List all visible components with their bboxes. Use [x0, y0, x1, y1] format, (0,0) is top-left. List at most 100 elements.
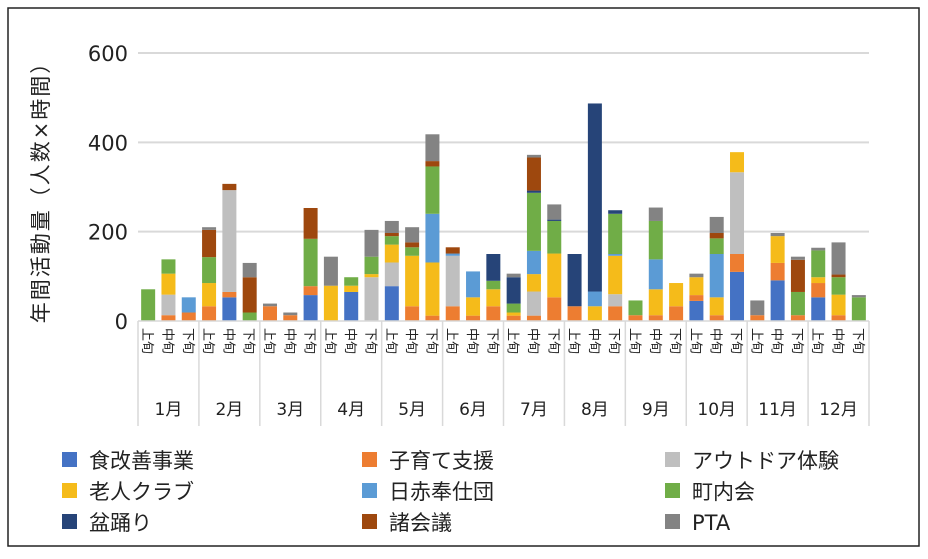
- period-label: 中旬: [708, 328, 723, 354]
- bar-segment-8: [384, 220, 399, 234]
- bar-segment-2: [608, 294, 623, 307]
- legend-label: 諸会議: [389, 511, 452, 535]
- legend-item: 子育て支援: [362, 449, 494, 473]
- legend-label: 子育て支援: [389, 449, 494, 473]
- bar-segment-3: [770, 236, 785, 263]
- bar-stack: [790, 256, 805, 321]
- bar-segment-8: [790, 256, 805, 260]
- period-label: 中旬: [342, 328, 357, 354]
- bar-segment-8: [425, 134, 440, 162]
- bar-segment-3: [405, 255, 420, 307]
- bar-segment-8: [242, 262, 257, 278]
- bar-segment-1: [628, 315, 643, 321]
- legend-label: 老人クラブ: [89, 480, 194, 504]
- legend-swatch: [665, 452, 680, 467]
- bar-segment-1: [831, 315, 846, 321]
- bar-stack: [141, 289, 156, 321]
- bar-stack: [384, 220, 399, 321]
- period-label: 下旬: [484, 328, 499, 354]
- period-label: 中旬: [403, 328, 418, 354]
- period-label: 中旬: [647, 328, 662, 354]
- legend-label: 食改善事業: [89, 449, 194, 473]
- legend-swatch: [362, 483, 377, 498]
- bar-segment-4: [181, 297, 196, 313]
- bar-segment-6: [506, 277, 521, 304]
- legend-item: 盆踊り: [62, 511, 152, 535]
- legend-swatch: [665, 514, 680, 529]
- period-label: 下旬: [606, 328, 621, 354]
- bar-segment-3: [384, 244, 399, 263]
- bar-segment-0: [770, 280, 785, 321]
- bar-segment-8: [811, 247, 826, 251]
- bar-segment-1: [303, 286, 318, 296]
- bar-segment-5: [303, 238, 318, 287]
- bar-segment-7: [384, 233, 399, 237]
- bar-segment-4: [648, 259, 663, 290]
- period-label: 下旬: [363, 328, 378, 354]
- bar-segment-6: [547, 219, 562, 221]
- bar-stack: [770, 233, 785, 321]
- legend-label: 盆踊り: [89, 511, 152, 535]
- bar-segment-3: [466, 297, 481, 316]
- period-label: 中旬: [525, 328, 540, 354]
- bar-segment-6: [587, 103, 602, 292]
- bar-segment-3: [547, 253, 562, 298]
- month-label: 3月: [276, 400, 304, 420]
- bar-segment-2: [526, 291, 541, 316]
- bar-segment-3: [730, 152, 745, 173]
- bar-segment-1: [669, 306, 684, 321]
- bar-stack: [242, 262, 257, 321]
- bar-segment-8: [202, 227, 217, 230]
- bar-segment-5: [526, 192, 541, 251]
- legend-swatch: [62, 514, 77, 529]
- bar-segment-3: [506, 312, 521, 316]
- bar-segment-3: [648, 289, 663, 316]
- bar-segment-3: [425, 262, 440, 316]
- bar-segment-1: [181, 312, 196, 321]
- bar-segment-8: [851, 295, 866, 298]
- bar-segment-5: [425, 166, 440, 214]
- bar-segment-5: [628, 300, 643, 316]
- bar-segment-7: [405, 242, 420, 248]
- month-label: 9月: [642, 400, 670, 420]
- legend-item: 老人クラブ: [62, 480, 194, 504]
- bar-stack: [648, 207, 663, 321]
- bar-segment-0: [222, 297, 237, 321]
- month-label: 10月: [697, 400, 736, 420]
- bar-segment-1: [466, 315, 481, 321]
- bar-segment-5: [202, 257, 217, 284]
- period-label: 中旬: [586, 328, 601, 354]
- bar-segment-1: [262, 306, 277, 321]
- y-tick-label: 400: [88, 131, 128, 155]
- bar-segment-5: [831, 277, 846, 295]
- y-tick-label: 600: [88, 42, 128, 66]
- bar-stack: [608, 210, 623, 321]
- period-label: 下旬: [728, 328, 743, 354]
- bar-segment-7: [831, 274, 846, 278]
- bar-segment-1: [648, 315, 663, 321]
- bar-segment-1: [202, 306, 217, 321]
- bar-segment-3: [709, 297, 724, 316]
- bar-segment-5: [486, 280, 501, 290]
- bar-segment-3: [364, 274, 379, 278]
- y-axis-title: 年間活動量（人数×時間）: [29, 51, 53, 324]
- month-label: 2月: [215, 400, 243, 420]
- period-label: 上旬: [626, 328, 641, 354]
- bars: [141, 103, 866, 321]
- y-tick-label: 200: [88, 221, 128, 245]
- bar-segment-4: [608, 254, 623, 256]
- period-label: 上旬: [687, 328, 702, 354]
- bar-segment-3: [831, 294, 846, 316]
- bar-segment-5: [344, 277, 359, 286]
- bar-segment-3: [608, 255, 623, 295]
- bar-segment-1: [608, 306, 623, 321]
- period-label: 下旬: [302, 328, 317, 354]
- bar-stack: [181, 297, 196, 321]
- bar-segment-8: [750, 300, 765, 316]
- period-label: 上旬: [139, 328, 154, 354]
- bar-stack: [323, 256, 338, 321]
- bar-segment-2: [222, 190, 237, 292]
- legend-item: アウトドア体験: [665, 449, 839, 473]
- bar-segment-4: [709, 254, 724, 298]
- period-label: 上旬: [748, 328, 763, 354]
